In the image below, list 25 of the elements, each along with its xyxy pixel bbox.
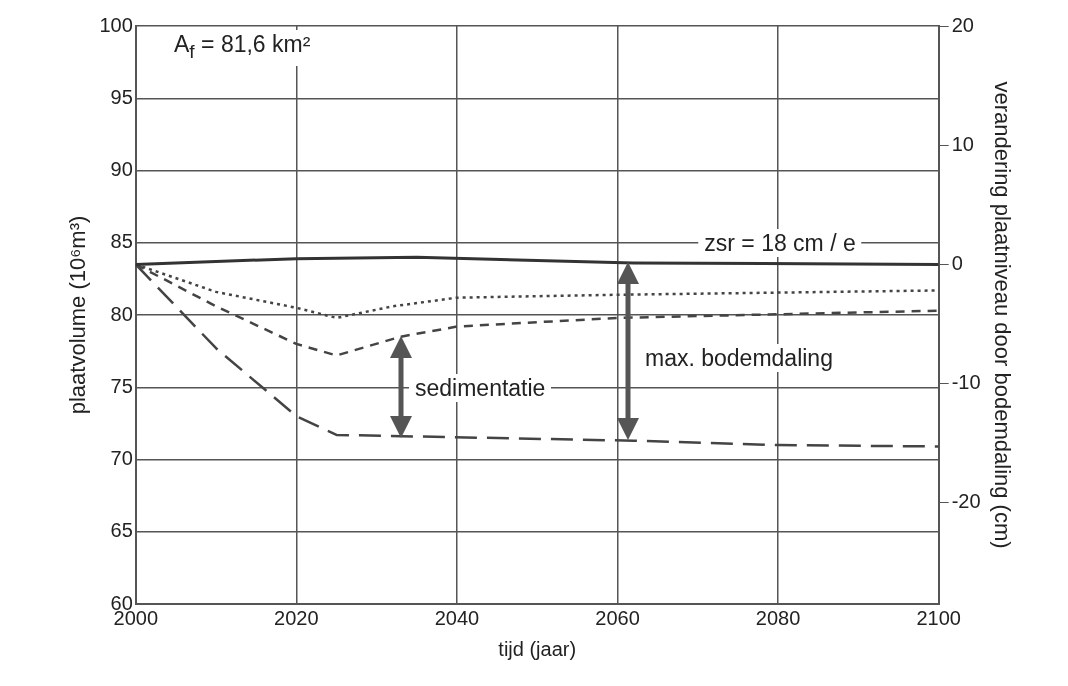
y2-tick-label: -10 (951, 371, 981, 394)
y-axis-title: plaatvolume (10⁶m³) (65, 215, 91, 415)
x-tick-label: 2020 (274, 606, 319, 629)
y2-tick-label: 20 (951, 13, 974, 36)
y-tick-label: 85 (110, 230, 133, 253)
y2-tick-label: 10 (951, 132, 974, 155)
y-tick-label: 100 (99, 13, 133, 36)
x-tick-label: 2060 (595, 606, 640, 629)
x-tick-label: 2100 (916, 606, 961, 629)
x-axis-title: tijd (jaar) (498, 637, 577, 660)
annotation: sedimentatie (409, 374, 552, 402)
y-tick-label: 65 (110, 519, 133, 542)
y-tick-label: 70 (110, 447, 133, 470)
y-tick-label: 95 (110, 85, 133, 108)
annotation: zsr = 18 cm / e (698, 229, 862, 257)
y2-tick-label: 0 (951, 251, 963, 274)
y2-axis-title: verandering plaatniveau door bodemdaling (cm) (989, 81, 1015, 549)
x-tick-label: 2080 (755, 606, 801, 629)
y-tick-label: 80 (110, 302, 133, 325)
x-tick-label: 2040 (434, 606, 480, 629)
y-tick-label: 75 (110, 374, 133, 397)
y-tick-label: 90 (110, 158, 133, 181)
y2-tick-label: -20 (951, 490, 981, 513)
annotation: max. bodemdaling (639, 344, 839, 372)
annotation: A$_{f}$ = 81,6 km² (168, 30, 317, 66)
